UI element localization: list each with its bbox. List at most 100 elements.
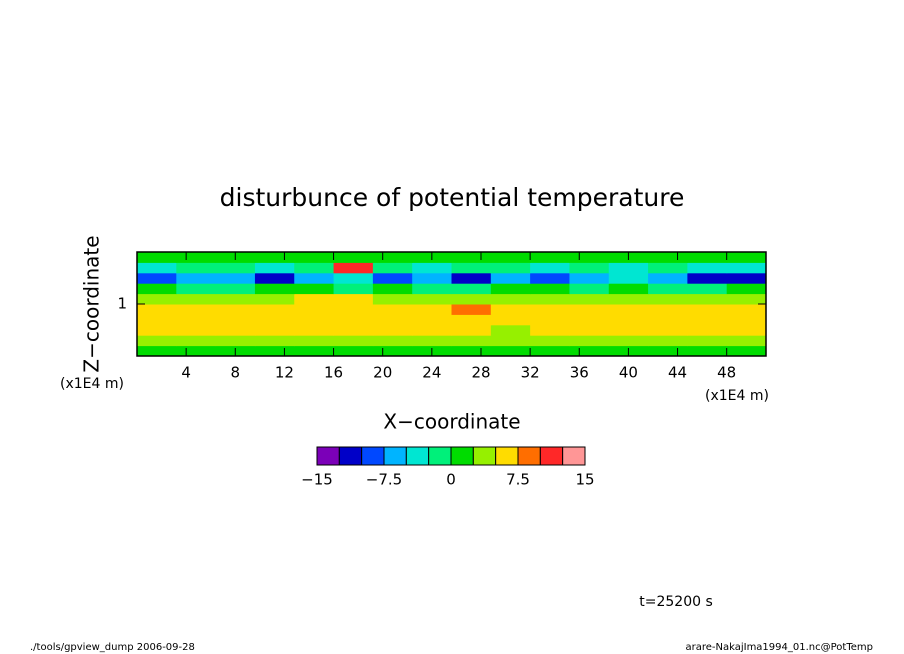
heat-cell [490,335,531,347]
heat-cell [687,324,728,336]
heat-cell [451,293,492,305]
heat-cell [608,262,649,274]
heat-cell [412,262,452,274]
colorbar-tick-label: 7.5 [506,471,530,489]
heat-cell [294,314,335,326]
heat-cell [451,262,492,274]
heat-cell [490,304,531,315]
heat-cell [176,314,217,326]
x-tick-label: 48 [717,364,736,382]
heat-cell [490,262,531,274]
heat-cell [687,262,728,274]
x-tick-label: 36 [570,364,589,382]
colorbar-box [316,446,340,466]
x-tick-label: 44 [668,364,687,382]
time-label: t=25200 s [639,594,713,610]
heat-cell [215,304,256,315]
colorbar-tick-label: 15 [575,471,594,489]
heat-cell [176,345,217,357]
heat-cell [372,304,413,315]
chart-title: disturbunce of potential temperature [220,183,685,212]
heat-cell [726,314,767,326]
heat-cell [569,262,610,274]
heat-cell [372,272,413,284]
heat-cell [451,335,492,347]
heat-cell [254,314,295,326]
heat-cell [372,314,413,326]
heat-cell [726,252,767,263]
heat-cell [569,272,610,284]
heat-cell [608,272,649,284]
heat-cell [687,345,728,357]
heat-cell [176,293,217,305]
heat-cell [137,293,177,305]
heat-cell [294,345,335,357]
heat-cell [569,304,610,315]
heat-cell [333,324,374,336]
colorbar-box [338,446,363,466]
y-tick-label: 1 [117,295,127,313]
heat-cell [569,283,610,295]
heat-cell [451,314,492,326]
heat-cell [451,304,492,315]
heat-cell [569,293,610,305]
heat-cell [648,272,688,284]
heat-cell [726,283,767,295]
heat-cell [294,272,335,284]
colorbar-box [383,446,407,466]
heat-cell [726,262,767,274]
colorbar-box [450,446,474,466]
heat-cell [648,262,688,274]
heat-cell [648,252,688,263]
footer-left: ./tools/gpview_dump 2006-09-28 [30,642,195,653]
heat-cell [726,293,767,305]
heat-cell [726,304,767,315]
heat-cell [530,324,570,336]
x-tick-label: 24 [422,364,441,382]
heat-cell [412,335,452,347]
heat-cell [687,304,728,315]
heat-cell [372,335,413,347]
footer-right: arare-NakajIma1994_01.nc@PotTemp [685,642,873,653]
x-tick-label: 12 [275,364,294,382]
heat-cell [137,304,177,315]
heat-cell [137,283,177,295]
x-tick-label: 40 [619,364,638,382]
heat-cell [215,293,256,305]
heat-cell [176,252,217,263]
heat-cell [215,324,256,336]
heat-cell [490,324,531,336]
heat-cell [137,345,177,357]
heat-cell [137,262,177,274]
heat-cell [333,345,374,357]
heat-cell [137,272,177,284]
heat-cell [490,314,531,326]
heat-cell [569,335,610,347]
colorbar-tick-label: 0 [446,471,456,489]
heat-cell [608,293,649,305]
heat-cell [530,314,570,326]
heat-cell [687,293,728,305]
heat-cell [726,345,767,357]
heat-cell [333,293,374,305]
x-tick-label: 20 [373,364,392,382]
heat-cell [530,304,570,315]
heat-cell [608,283,649,295]
heat-cell [687,314,728,326]
heat-cell [294,335,335,347]
heat-cell [294,304,335,315]
heat-cell [333,262,374,274]
x-tick-label: 8 [231,364,241,382]
heat-cell [648,304,688,315]
heat-cell [215,262,256,274]
heat-cell [137,324,177,336]
heat-cell [608,314,649,326]
heat-cell [215,335,256,347]
y-axis-label: Z−coordinate [80,235,104,372]
heat-cell [176,262,217,274]
heat-cell [726,324,767,336]
heat-cell [608,335,649,347]
heat-cell [412,304,452,315]
heat-cell [176,304,217,315]
